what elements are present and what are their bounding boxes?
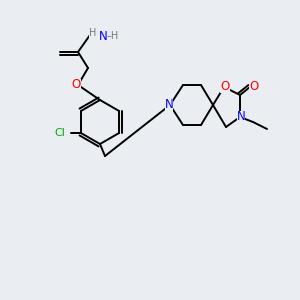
Text: N: N — [237, 110, 245, 124]
Text: O: O — [220, 80, 230, 92]
Text: O: O — [249, 80, 259, 94]
Text: O: O — [71, 79, 81, 92]
Text: N: N — [165, 98, 173, 112]
Text: –H: –H — [107, 31, 119, 41]
Text: H: H — [89, 28, 97, 38]
Text: Cl: Cl — [54, 128, 65, 138]
Text: N: N — [99, 29, 108, 43]
